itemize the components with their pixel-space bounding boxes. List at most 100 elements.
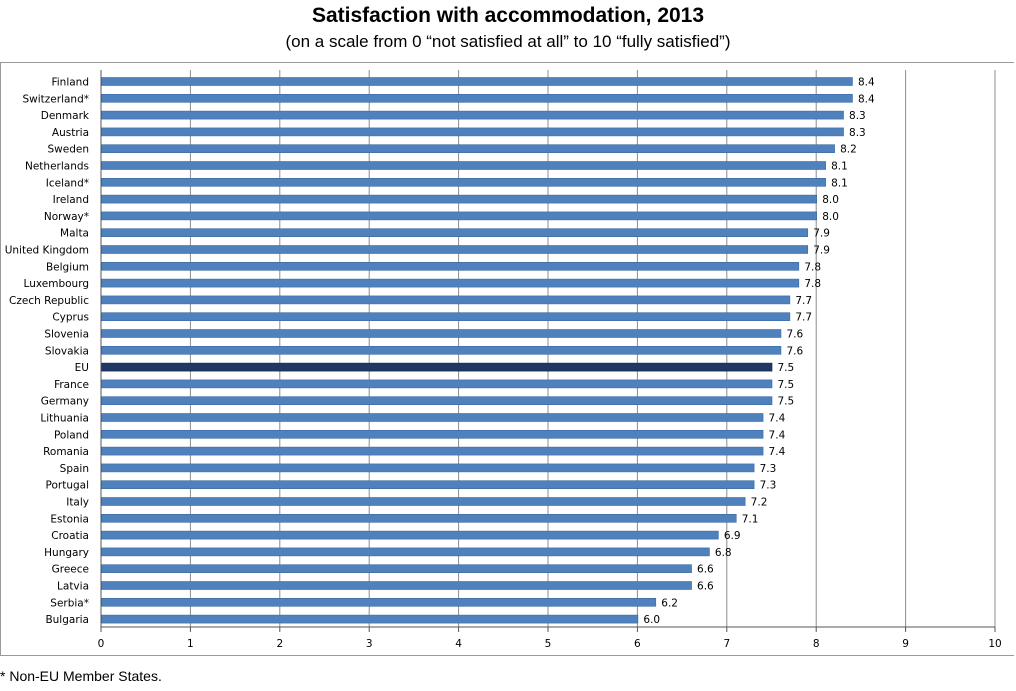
value-label: 7.3 bbox=[760, 480, 777, 492]
category-label: Italy bbox=[66, 497, 89, 509]
bar bbox=[101, 614, 639, 624]
value-label: 7.5 bbox=[778, 362, 795, 374]
chart-title: Satisfaction with accommodation, 2013 bbox=[311, 4, 705, 27]
value-labels: 8.4 8.4 8.3 8.3 8.2 8.1 8.1 8.0 8.0 7.9 7.9 7.8 7.8 7… bbox=[643, 77, 875, 627]
value-label: 7.9 bbox=[813, 245, 830, 257]
x-tick-label: 10 bbox=[988, 638, 1001, 650]
value-label: 7.7 bbox=[795, 312, 812, 324]
value-label: 7.7 bbox=[795, 295, 812, 307]
value-label: 8.0 bbox=[822, 194, 839, 206]
footnote: * Non-EU Member States. bbox=[0, 668, 162, 684]
value-label: 8.4 bbox=[858, 93, 875, 105]
value-label: 6.9 bbox=[724, 530, 741, 542]
value-label: 7.5 bbox=[778, 396, 795, 408]
bar bbox=[101, 312, 791, 322]
value-label: 7.4 bbox=[769, 429, 786, 441]
bar bbox=[101, 127, 844, 137]
category-label: Czech Republic bbox=[9, 295, 89, 307]
bar bbox=[101, 295, 791, 305]
category-label: Iceland* bbox=[46, 177, 89, 189]
bar bbox=[101, 547, 710, 557]
bar bbox=[101, 161, 826, 170]
category-label: Sweden bbox=[48, 144, 90, 156]
value-label: 7.1 bbox=[742, 513, 759, 525]
value-label: 8.2 bbox=[840, 144, 857, 156]
chart-subtitle: (on a scale from 0 “not satisfied at all… bbox=[285, 32, 731, 51]
category-label: Netherlands bbox=[25, 161, 89, 173]
value-label: 7.8 bbox=[804, 261, 821, 273]
value-label: 8.0 bbox=[822, 211, 839, 223]
category-label: Lithuania bbox=[40, 413, 89, 425]
bar bbox=[101, 396, 773, 406]
category-label: Estonia bbox=[50, 513, 89, 525]
bar bbox=[101, 228, 809, 237]
bar bbox=[101, 345, 782, 355]
value-label: 7.3 bbox=[760, 463, 777, 475]
category-label: EU bbox=[75, 362, 89, 374]
bar bbox=[101, 463, 755, 473]
bar bbox=[101, 480, 755, 490]
category-label: Finland bbox=[51, 77, 89, 89]
x-tick-label: 8 bbox=[813, 638, 820, 650]
category-label: Hungary bbox=[44, 547, 89, 559]
value-label: 7.9 bbox=[813, 228, 830, 240]
bar bbox=[101, 261, 800, 271]
value-label: 7.5 bbox=[778, 379, 795, 391]
category-label: Austria bbox=[52, 127, 89, 139]
bar bbox=[101, 446, 764, 456]
value-label: 7.2 bbox=[751, 497, 768, 509]
bar bbox=[101, 429, 764, 439]
category-labels: Finland Switzerland* Denmark Austria Sweden N… bbox=[5, 77, 90, 627]
value-label: 7.6 bbox=[786, 345, 803, 357]
category-label: United Kingdom bbox=[5, 245, 89, 257]
bar bbox=[101, 110, 844, 120]
value-label: 6.2 bbox=[661, 597, 678, 609]
value-label: 7.6 bbox=[786, 329, 803, 341]
category-label: Luxembourg bbox=[24, 278, 89, 290]
category-label: Denmark bbox=[41, 110, 90, 122]
bar bbox=[101, 194, 818, 204]
category-label: Spain bbox=[60, 463, 89, 475]
category-label: Malta bbox=[60, 228, 89, 240]
value-label: 8.4 bbox=[858, 77, 875, 89]
x-tick-label: 3 bbox=[366, 638, 373, 650]
bar bbox=[101, 581, 692, 590]
bar bbox=[101, 278, 800, 288]
bars bbox=[101, 77, 853, 624]
value-label: 8.1 bbox=[831, 177, 848, 189]
bar bbox=[101, 329, 782, 338]
value-label: 7.8 bbox=[804, 278, 821, 290]
x-tick-label: 2 bbox=[276, 638, 283, 650]
x-tick-label: 4 bbox=[455, 638, 462, 650]
bar bbox=[101, 597, 657, 607]
x-tick-label: 1 bbox=[187, 638, 194, 650]
bar bbox=[101, 245, 809, 254]
bar-highlight-eu bbox=[101, 362, 773, 372]
bar bbox=[101, 497, 746, 506]
x-axis: 0 1 2 3 4 5 6 7 8 9 10 bbox=[98, 70, 1002, 650]
category-label: Greece bbox=[52, 564, 89, 576]
x-tick-label: 7 bbox=[723, 638, 730, 650]
category-label: Romania bbox=[43, 446, 89, 458]
bar bbox=[101, 144, 835, 153]
value-label: 6.0 bbox=[643, 614, 660, 626]
category-label: Serbia* bbox=[50, 597, 89, 609]
category-label: Ireland bbox=[53, 194, 89, 206]
bar bbox=[101, 211, 818, 221]
value-label: 6.8 bbox=[715, 547, 732, 559]
bar bbox=[101, 513, 737, 523]
value-label: 6.6 bbox=[697, 581, 714, 593]
value-label: 7.4 bbox=[769, 446, 786, 458]
category-label: Poland bbox=[54, 429, 89, 441]
bar bbox=[101, 94, 853, 103]
value-label: 8.3 bbox=[849, 110, 866, 122]
plot-frame bbox=[0, 62, 1014, 656]
bar bbox=[101, 178, 826, 187]
value-label: 8.1 bbox=[831, 161, 848, 173]
x-tick-label: 6 bbox=[634, 638, 641, 650]
category-label: Slovakia bbox=[45, 345, 89, 357]
category-label: France bbox=[54, 379, 89, 391]
category-label: Latvia bbox=[57, 581, 89, 593]
category-label: Slovenia bbox=[44, 329, 89, 341]
